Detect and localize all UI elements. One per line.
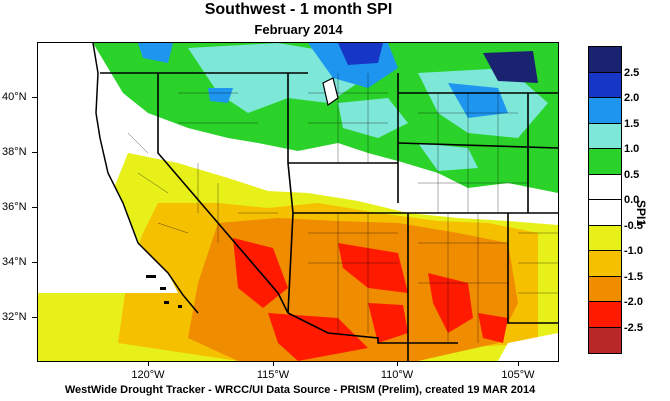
lat-tick bbox=[32, 262, 37, 263]
colorbar-swatch bbox=[589, 251, 621, 277]
lon-tick bbox=[518, 361, 519, 366]
colorbar-tick-label: 1.5 bbox=[624, 117, 640, 130]
region-red-5 bbox=[368, 303, 408, 343]
lon-label-105: 105°W bbox=[501, 369, 535, 381]
state-boundaries bbox=[100, 72, 558, 361]
county-boundaries bbox=[127, 73, 558, 343]
region-blue-2 bbox=[448, 83, 508, 118]
region-red-4 bbox=[428, 273, 473, 333]
lat-label-40: 40°N bbox=[2, 91, 27, 103]
colorbar-tick-label: 0.0 bbox=[624, 194, 640, 206]
colorbar-swatch bbox=[589, 149, 621, 175]
region-red-3 bbox=[268, 313, 368, 361]
colorbar-swatch bbox=[589, 47, 621, 73]
region-blue-4 bbox=[208, 88, 233, 103]
region-darkblue-2 bbox=[483, 51, 538, 83]
colorbar-swatch bbox=[589, 327, 621, 353]
colorbar-tick-label: -2.0 bbox=[624, 296, 643, 308]
region-aqua-3 bbox=[338, 98, 408, 138]
region-aqua-4 bbox=[418, 143, 478, 171]
lon-label-120: 120°W bbox=[131, 369, 165, 381]
lat-tick bbox=[32, 152, 37, 153]
colorbar-swatch bbox=[589, 98, 621, 124]
footer-credit: WestWide Drought Tracker - WRCC/UI Data … bbox=[64, 384, 536, 396]
colorbar-swatch bbox=[589, 123, 621, 149]
gulf-mexico-area bbox=[498, 333, 558, 361]
map-title: Southwest - 1 month SPI bbox=[204, 1, 393, 18]
spi-map bbox=[37, 42, 559, 362]
lon-tick bbox=[148, 361, 149, 366]
lon-label-110: 110°W bbox=[380, 369, 414, 381]
region-red-2 bbox=[338, 243, 408, 293]
lat-tick bbox=[32, 97, 37, 98]
colorbar-swatch bbox=[589, 276, 621, 302]
colorbar-swatch bbox=[589, 302, 621, 328]
lon-label-115: 115°W bbox=[256, 369, 290, 381]
lat-label-36: 36°N bbox=[2, 201, 27, 213]
region-neutral bbox=[148, 118, 558, 218]
lon-tick bbox=[397, 361, 398, 366]
colorbar-swatch bbox=[589, 72, 621, 98]
colorbar-tick-label: 0.5 bbox=[624, 168, 640, 181]
region-blue-3 bbox=[138, 43, 173, 63]
colorbar-unit-label: SPI1 bbox=[634, 200, 648, 227]
colorbar-tick-label: -1.5 bbox=[624, 270, 643, 283]
channel-islands bbox=[146, 275, 182, 308]
lat-label-38: 38°N bbox=[2, 146, 27, 158]
colorbar-tick-label: 2.5 bbox=[624, 66, 640, 79]
lat-tick bbox=[32, 207, 37, 208]
spi-colorbar bbox=[588, 46, 622, 354]
lat-label-32: 32°N bbox=[2, 311, 27, 323]
region-darkblue-1 bbox=[338, 43, 383, 65]
colorbar-swatch bbox=[589, 225, 621, 251]
colorbar-tick-label: -2.5 bbox=[624, 321, 643, 334]
colorbar-tick-label: -1.0 bbox=[624, 245, 643, 257]
map-subtitle: February 2014 bbox=[254, 22, 343, 37]
colorbar-tick-label: 1.0 bbox=[624, 143, 640, 155]
colorbar-tick-label: -0.5 bbox=[624, 219, 643, 232]
ocean bbox=[38, 43, 178, 293]
great-salt-lake bbox=[322, 77, 339, 107]
colorbar-tick-label: 2.0 bbox=[624, 92, 640, 104]
colorbar-swatch bbox=[589, 174, 621, 200]
lat-label-34: 34°N bbox=[2, 256, 27, 268]
colorbar-swatch bbox=[589, 200, 621, 226]
lon-tick bbox=[273, 361, 274, 366]
coastline bbox=[92, 43, 199, 314]
region-red-6 bbox=[478, 313, 508, 343]
lat-tick bbox=[32, 317, 37, 318]
